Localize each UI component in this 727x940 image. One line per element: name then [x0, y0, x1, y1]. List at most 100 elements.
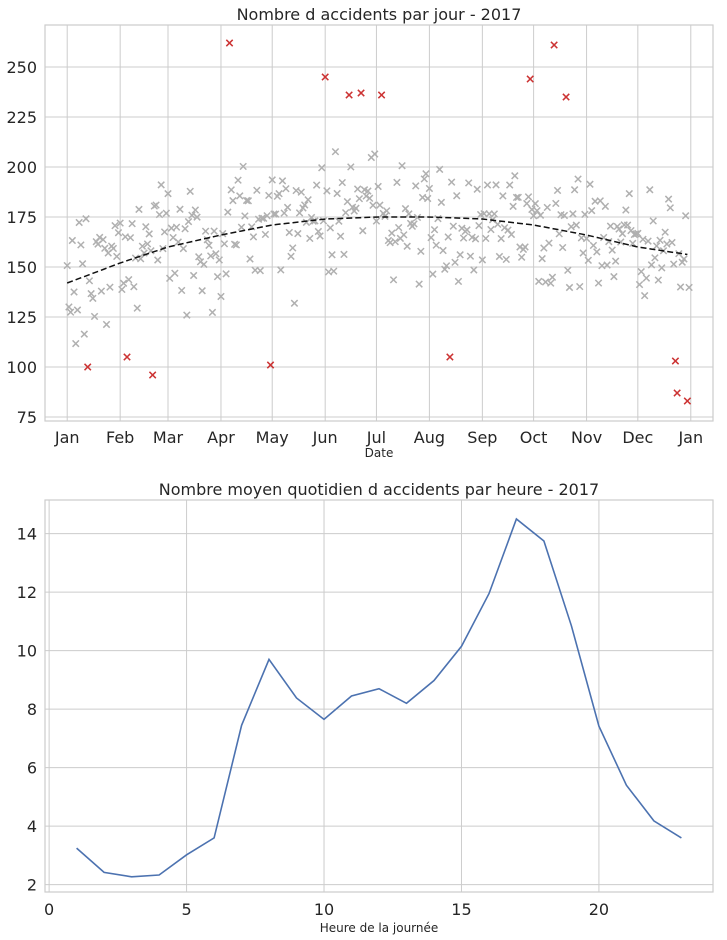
chart1-normal-point: [277, 266, 285, 274]
chart1-outlier-point: [123, 353, 131, 361]
chart1-normal-point: [589, 241, 598, 250]
chart1-normal-point: [644, 237, 652, 245]
chart1-normal-point: [663, 240, 671, 248]
chart1-outlier-point: [562, 93, 570, 101]
chart1-normal-point: [261, 230, 270, 239]
chart1-x-tick-label: Sep: [467, 428, 497, 447]
chart1-normal-point: [206, 252, 215, 260]
chart1-normal-point: [456, 251, 464, 259]
chart1-outlier-point: [526, 75, 534, 83]
chart1-normal-point: [294, 229, 302, 238]
chart1-normal-point: [593, 248, 601, 256]
chart1-normal-point: [475, 221, 483, 230]
chart1-normal-point: [499, 192, 507, 200]
chart1-normal-point: [256, 266, 264, 275]
chart1-x-tick-label: Mar: [153, 428, 184, 447]
chart1-normal-point: [483, 181, 492, 189]
chart1-normal-point: [555, 230, 563, 238]
chart1-normal-point: [497, 234, 505, 243]
chart1-normal-point: [292, 186, 300, 195]
chart1-normal-point: [181, 225, 189, 233]
chart1-normal-point: [552, 199, 560, 208]
chart1-normal-point: [420, 175, 429, 183]
chart1-normal-point: [382, 207, 391, 215]
chart1-x-tick-label: Apr: [207, 428, 235, 447]
chart1-outlier-point: [266, 361, 275, 369]
chart1-normal-point: [608, 246, 616, 254]
chart2-y-tick-label: 4: [27, 817, 37, 836]
chart1-normal-point: [427, 233, 435, 242]
chart1-normal-point: [574, 175, 582, 183]
chart1-normal-point: [258, 214, 266, 222]
chart1-x-tick-label: Jun: [312, 428, 338, 447]
chart1-normal-point: [413, 213, 422, 222]
chart1-normal-point: [295, 209, 304, 217]
chart1-normal-point: [234, 176, 242, 184]
chart1-normal-point: [511, 172, 519, 180]
chart1-normal-point: [75, 218, 83, 227]
chart1-y-tick-label: 150: [6, 258, 37, 277]
chart1-normal-point: [318, 164, 326, 172]
chart1-normal-point: [72, 339, 80, 348]
chart1-normal-point: [623, 221, 632, 229]
chart1-normal-point: [77, 241, 85, 249]
chart1-normal-point: [444, 233, 452, 241]
chart1-normal-point: [512, 193, 521, 202]
chart1-normal-point: [451, 258, 459, 267]
chart1-normal-point: [236, 192, 244, 200]
chart1-normal-point: [128, 219, 136, 228]
chart1-normal-point: [118, 285, 126, 294]
chart1-normal-point: [263, 211, 271, 220]
chart1-normal-point: [160, 228, 169, 236]
chart2-line-vertices: [76, 519, 682, 877]
chart1-normal-point: [658, 264, 666, 272]
chart1-normal-point: [237, 223, 246, 231]
chart1-normal-point: [581, 210, 589, 219]
chart1-normal-point: [410, 220, 418, 228]
chart2-y-tick-label: 10: [17, 642, 37, 661]
chart1-normal-point: [514, 193, 522, 202]
chart1-normal-point: [635, 280, 644, 289]
chart1-normal-point: [507, 230, 516, 239]
chart1-normal-point: [640, 291, 649, 300]
chart1-normal-point: [642, 274, 651, 282]
chart1-normal-point: [685, 283, 693, 292]
chart1-normal-point: [529, 211, 538, 220]
chart1-normal-point: [546, 279, 555, 287]
chart1-normal-point: [241, 212, 249, 220]
chart1-normal-point: [502, 255, 511, 264]
chart1-normal-point: [213, 272, 222, 281]
chart1-normal-point: [222, 270, 230, 278]
chart1-normal-point: [270, 210, 278, 218]
chart1-x-tick-label: Oct: [520, 428, 548, 447]
chart1-normal-point: [268, 176, 276, 184]
chart1-normal-point: [417, 247, 425, 256]
chart1-normal-point: [603, 261, 611, 269]
chart1-x-tick-label: Jul: [366, 428, 386, 447]
chart1-normal-point: [570, 186, 579, 194]
chart1-normal-point: [464, 179, 473, 187]
chart1-normal-point: [143, 240, 152, 248]
chart1-normal-point: [681, 212, 690, 220]
chart1-normal-point: [157, 181, 165, 189]
daily-accidents-chart: Nombre d accidents par jour - 2017 75 100…: [6, 5, 714, 460]
chart1-normal-point: [422, 170, 430, 178]
chart1-normal-point: [398, 161, 406, 170]
chart1-normal-point: [531, 199, 540, 208]
chart1-normal-point: [249, 233, 258, 241]
chart1-normal-point: [319, 217, 328, 225]
chart1-normal-point: [669, 260, 678, 268]
chart1-normal-point: [647, 261, 656, 269]
chart1-normal-point: [668, 238, 676, 247]
chart1-normal-point: [651, 254, 659, 262]
chart1-normal-point: [565, 283, 574, 292]
chart1-normal-point: [567, 222, 575, 231]
chart1-normal-point: [425, 184, 434, 193]
chart1-normal-point: [70, 288, 78, 296]
chart2-y-tick-labels: 2 4 6 8 10 12 14: [17, 525, 37, 895]
chart1-normal-point: [632, 230, 640, 238]
chart1-normal-point: [191, 206, 200, 214]
chart2-grid: [45, 500, 713, 892]
chart1-normal-point: [523, 199, 531, 208]
chart1-x-tick-label: Aug: [414, 428, 445, 447]
